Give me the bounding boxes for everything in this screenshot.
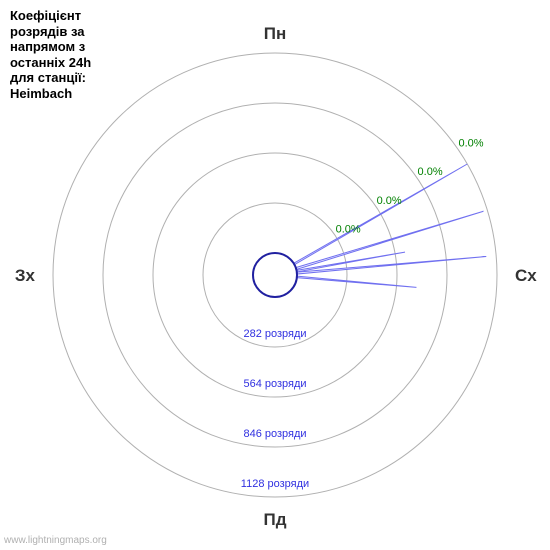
grid-ring bbox=[153, 153, 397, 397]
direction-spike bbox=[294, 164, 468, 265]
ring-label: 1128 розряди bbox=[241, 478, 309, 490]
pct-label: 0.0% bbox=[336, 224, 361, 236]
grid-ring bbox=[203, 203, 347, 347]
pct-label: 0.0% bbox=[377, 195, 402, 207]
chart-title: Коефіцієнт розрядів за напрямом з останн… bbox=[10, 8, 91, 102]
cardinal-e: Сх bbox=[515, 266, 537, 285]
grid-ring bbox=[103, 103, 447, 447]
center-ring bbox=[253, 253, 297, 297]
cardinal-w: Зх bbox=[15, 266, 36, 285]
chart-container: Пн Сх Пд Зх 282 розряди 564 розряди 846 розряд… bbox=[0, 0, 550, 550]
ring-label: 282 розряди bbox=[243, 328, 306, 340]
ring-label: 564 розряди bbox=[243, 378, 306, 390]
pct-label: 0.0% bbox=[458, 138, 483, 150]
ring-label: 846 розряди bbox=[243, 428, 306, 440]
cardinal-n: Пн bbox=[264, 24, 287, 43]
pct-label: 0.0% bbox=[418, 166, 443, 178]
direction-spike bbox=[297, 276, 417, 287]
footer-credit: www.lightningmaps.org bbox=[4, 535, 107, 546]
cardinal-s: Пд bbox=[263, 510, 286, 529]
direction-spike bbox=[296, 211, 484, 269]
